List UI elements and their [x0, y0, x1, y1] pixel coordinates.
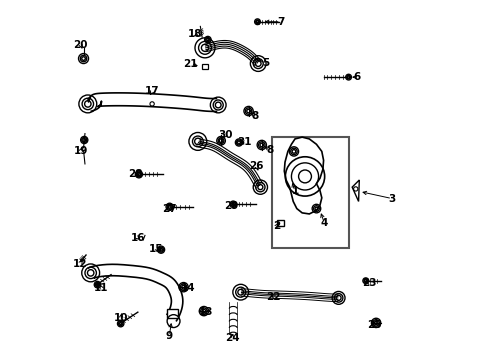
Text: 14: 14 — [180, 283, 195, 293]
Text: 20: 20 — [74, 40, 88, 50]
Text: 10: 10 — [114, 313, 128, 323]
Text: 8: 8 — [267, 145, 273, 155]
Text: 18: 18 — [188, 29, 202, 39]
Text: 26: 26 — [249, 161, 264, 171]
Text: 17: 17 — [145, 86, 159, 96]
Text: 30: 30 — [219, 130, 233, 140]
Text: 7: 7 — [277, 17, 284, 27]
Text: 24: 24 — [225, 333, 240, 343]
Polygon shape — [352, 180, 359, 202]
Text: 27: 27 — [162, 203, 176, 213]
Bar — [167, 309, 178, 318]
Text: 29: 29 — [224, 201, 239, 211]
Text: 15: 15 — [149, 244, 164, 253]
Text: 5: 5 — [262, 58, 270, 68]
Text: 22: 22 — [267, 292, 281, 302]
Text: 25: 25 — [367, 320, 382, 330]
Bar — [277, 220, 284, 226]
Text: 6: 6 — [353, 72, 361, 82]
Text: 16: 16 — [130, 233, 145, 243]
Bar — [202, 64, 208, 69]
Text: 11: 11 — [94, 283, 109, 293]
Text: 8: 8 — [251, 111, 258, 121]
Text: 13: 13 — [198, 307, 213, 317]
Text: 3: 3 — [389, 194, 396, 203]
Text: 4: 4 — [320, 218, 328, 228]
Text: 28: 28 — [128, 169, 143, 179]
Text: 2: 2 — [273, 221, 280, 231]
Text: 1: 1 — [292, 186, 298, 197]
Text: 19: 19 — [74, 147, 88, 157]
Text: 23: 23 — [362, 278, 376, 288]
Text: 31: 31 — [238, 138, 252, 148]
Text: 12: 12 — [73, 259, 87, 269]
Text: 9: 9 — [166, 331, 173, 341]
Bar — [272, 137, 348, 248]
Polygon shape — [284, 137, 323, 214]
Text: 21: 21 — [183, 59, 198, 69]
